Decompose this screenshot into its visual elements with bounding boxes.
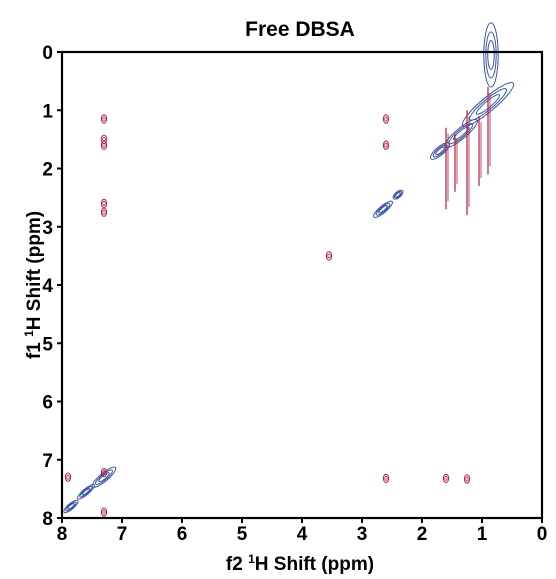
- cross-peak-contour: [102, 201, 106, 206]
- diagonal-peak-contour: [375, 202, 391, 216]
- diagonal-peak-contour: [444, 118, 478, 149]
- diagonal-peak-contour: [432, 144, 448, 158]
- cross-peak-contour: [102, 509, 106, 515]
- x-tick-label: 8: [57, 524, 68, 545]
- diagonal-peak-contour: [469, 88, 507, 121]
- diagonal-peak-contour: [435, 146, 445, 156]
- diagonal-peak-contour: [392, 189, 404, 200]
- y-axis-label-prefix: f1: [24, 337, 45, 359]
- x-tick-label: 7: [117, 524, 128, 545]
- x-tick-label: 4: [297, 524, 308, 545]
- chart-title: Free DBSA: [245, 18, 355, 41]
- y-tick-label: 8: [42, 509, 53, 530]
- diagonal-peak-contour: [81, 488, 91, 496]
- cross-peak-contour: [100, 114, 108, 124]
- cross-peak-contour: [465, 476, 469, 482]
- x-axis-label-sup: 1: [248, 552, 255, 566]
- diagonal-peak-contour: [373, 200, 393, 218]
- cross-peak-contour: [100, 507, 108, 517]
- cross-peak-contour: [384, 116, 388, 122]
- diagonal-peak-contour: [453, 126, 469, 141]
- cross-peak-contour: [325, 251, 333, 261]
- cross-peak-contour: [64, 472, 72, 482]
- diagonal-peak-contour: [77, 483, 95, 500]
- y-tick-label: 0: [42, 43, 53, 64]
- x-tick-label: 0: [537, 524, 548, 545]
- diagonal-peak-contour: [378, 205, 388, 214]
- diagonal-peak-contour: [98, 472, 110, 483]
- cross-peak-contour: [382, 114, 390, 124]
- cross-peak-contour: [102, 116, 106, 122]
- cross-peak-contour: [444, 475, 448, 481]
- cross-peak-contour: [100, 207, 108, 217]
- x-tick-label: 5: [237, 524, 248, 545]
- y-tick-label: 7: [42, 451, 53, 472]
- y-axis-label-sup: 1: [22, 330, 36, 337]
- y-axis: 0 1 2 3 4 5 6 7 8: [42, 43, 62, 530]
- cross-peak-contour: [102, 470, 106, 475]
- cross-peak-contour: [382, 473, 390, 484]
- diagonal-peak-contour: [393, 191, 403, 199]
- cross-peak-contour: [463, 474, 471, 484]
- y-tick-label: 5: [42, 334, 53, 355]
- cross-peak-contour: [100, 198, 108, 209]
- diagonal-peak-contour: [63, 499, 79, 514]
- y-tick-label: 1: [42, 101, 53, 122]
- diagonal-peak-contour: [487, 39, 495, 70]
- y-tick-label: 6: [42, 393, 53, 414]
- diagonal-peak-contour: [483, 22, 499, 88]
- y-tick-label: 4: [42, 276, 53, 297]
- x-axis: 8 7 6 5 4 3 2 1 0: [57, 518, 548, 545]
- cross-peak-contour: [102, 209, 106, 215]
- x-tick-label: 1: [477, 524, 488, 545]
- diagonal-peak-contour: [429, 142, 451, 160]
- cross-peak-contour: [66, 474, 70, 480]
- diagonal-peak-contour: [485, 31, 497, 79]
- cross-peak-contour: [327, 253, 331, 259]
- cross-peak-contour: [384, 475, 388, 481]
- y-tick-label: 2: [42, 160, 53, 181]
- x-tick-label: 3: [357, 524, 368, 545]
- x-axis-label: f2 1H Shift (ppm): [226, 552, 374, 575]
- plot-area: [63, 22, 515, 517]
- cross-peak-contour: [384, 142, 388, 148]
- diagonal-peak-contour: [65, 501, 77, 512]
- y-axis-label-suffix: H Shift (ppm): [24, 211, 45, 330]
- diagonal-peak-contour: [67, 503, 75, 510]
- cross-peak-contour: [100, 140, 108, 150]
- y-tick-label: 3: [42, 218, 53, 239]
- x-axis-label-prefix: f2: [226, 554, 248, 575]
- cross-peak-contour: [102, 142, 106, 148]
- x-tick-label: 2: [417, 524, 428, 545]
- diagonal-peak-contour: [79, 486, 93, 498]
- y-axis-label: f1 1H Shift (ppm): [22, 211, 45, 359]
- cross-peak-contour: [382, 140, 390, 150]
- plot-frame: [60, 50, 544, 520]
- cross-peak-contour: [100, 467, 108, 478]
- x-tick-label: 6: [177, 524, 188, 545]
- x-axis-label-suffix: H Shift (ppm): [255, 554, 374, 575]
- diagonal-peak-contour: [395, 192, 401, 198]
- cross-peak-contour: [442, 473, 450, 484]
